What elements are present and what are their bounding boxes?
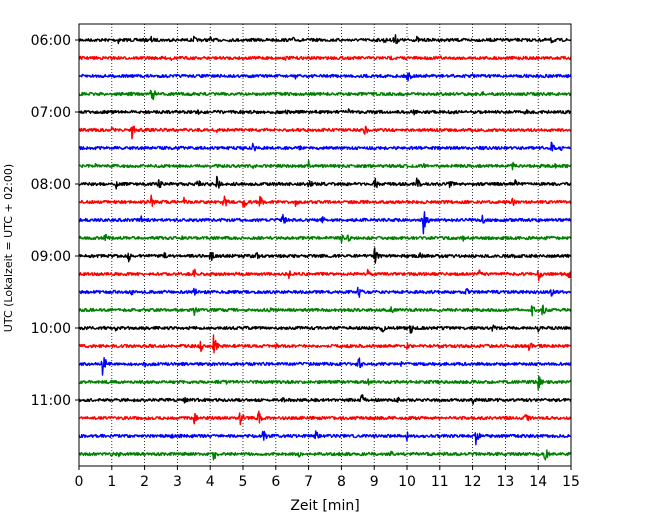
trace-line [78,141,572,152]
x-tick-label: 14 [529,474,547,490]
trace-line [78,357,572,376]
trace-line [78,449,572,461]
trace-line [78,268,572,282]
x-axis-ticks: 0 1 2 3 4 5 6 7 8 9 10 11 12 13 14 15 [75,466,580,490]
x-tick-label: 10 [398,474,416,490]
trace-line [78,394,572,405]
trace-line [78,175,572,190]
trace-line [78,211,572,235]
trace-line [78,125,572,140]
y-axis-ticks: 06:00 07:00 08:00 09:00 10:00 11:00 [31,33,79,409]
trace-line [78,247,572,264]
x-tick-label: 4 [206,474,215,490]
trace-line [78,324,572,334]
x-tick-label: 11 [431,474,449,490]
trace-line [78,194,572,208]
x-tick-label: 1 [107,474,116,490]
trace-line [78,304,572,317]
trace-line [78,55,572,61]
x-tick-label: 15 [562,474,580,490]
trace-line [78,334,572,354]
trace-line [78,159,572,171]
x-tick-label: 13 [496,474,514,490]
trace-line [78,34,572,45]
trace-line [78,89,572,101]
y-axis-label: UTC (Lokalzeit = UTC + 02:00) [2,164,15,332]
trace-line [78,233,572,244]
x-tick-label: 12 [464,474,482,490]
x-tick-label: 8 [337,474,346,490]
x-axis-label: Zeit [min] [290,498,359,514]
y-tick-label: 06:00 [31,33,71,49]
x-tick-label: 3 [173,474,182,490]
trace-line [78,375,572,391]
x-tick-label: 2 [140,474,149,490]
x-tick-label: 9 [370,474,379,490]
x-tick-label: 5 [239,474,248,490]
y-tick-label: 10:00 [31,321,71,337]
trace-line [78,286,572,298]
seismic-traces [78,34,572,461]
x-tick-label: 6 [271,474,280,490]
y-tick-label: 07:00 [31,105,71,121]
y-tick-label: 09:00 [31,249,71,265]
trace-line [78,72,572,82]
plot-frame [78,23,572,467]
trace-line [78,108,572,116]
y-tick-label: 08:00 [31,177,71,193]
trace-line [78,410,572,426]
x-tick-label: 0 [75,474,84,490]
y-tick-label: 11:00 [31,393,71,409]
trace-line [78,430,572,446]
x-tick-label: 7 [304,474,313,490]
